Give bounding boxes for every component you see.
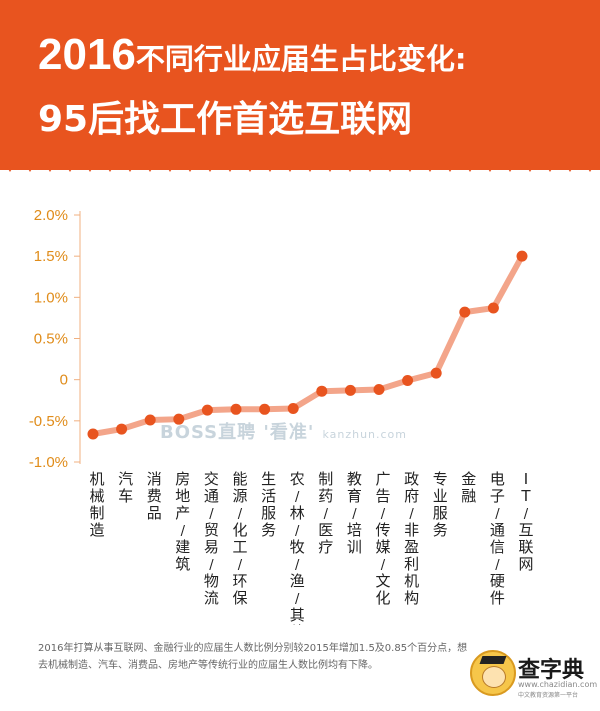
data-point bbox=[116, 423, 128, 435]
x-category-label: 农/林/牧/渔/其他 bbox=[290, 470, 305, 625]
watermark-sub: kanzhun.com bbox=[322, 428, 408, 441]
data-point bbox=[144, 414, 156, 426]
x-category-label: 生活服务 bbox=[261, 470, 276, 539]
y-tick-label: -0.5% bbox=[29, 413, 68, 430]
site-logo[interactable]: 查字典 www.chazidian.com 中文教育资源第一平台 bbox=[470, 648, 597, 702]
title-text: 不同行业应届生占比变化: bbox=[135, 42, 467, 76]
logo-tagline: 中文教育资源第一平台 bbox=[518, 692, 579, 699]
x-category-label: 政府/非盈利机构 bbox=[404, 470, 419, 607]
logo-url: www.chazidian.com bbox=[518, 680, 598, 689]
data-point bbox=[201, 404, 213, 416]
y-tick-label: 1.5% bbox=[34, 248, 68, 265]
logo-text: 查字典 bbox=[518, 658, 585, 683]
x-category-label: 机械制造 bbox=[89, 470, 104, 539]
x-category-label: 广告/传媒/文化 bbox=[375, 470, 390, 607]
data-point bbox=[173, 413, 185, 425]
x-category-label: 金融 bbox=[461, 470, 476, 505]
data-point bbox=[287, 402, 299, 414]
footnote: 2016年打算从事互联网、金融行业的应届生人数比例分别较2015年增加1.5及0… bbox=[38, 643, 468, 671]
y-tick-label: 2.0% bbox=[34, 207, 68, 224]
y-tick-label: 0.5% bbox=[34, 331, 68, 348]
banner-zigzag-edge bbox=[0, 150, 600, 172]
x-category-label: 教育/培训 bbox=[347, 470, 362, 556]
data-point bbox=[87, 428, 99, 440]
data-point bbox=[344, 384, 356, 396]
x-category-label: 消费品 bbox=[147, 470, 162, 522]
data-point bbox=[487, 302, 499, 314]
y-tick-label: 0 bbox=[60, 372, 68, 389]
data-point bbox=[459, 306, 471, 318]
data-point bbox=[230, 403, 242, 415]
title-banner bbox=[0, 0, 600, 170]
x-category-label: 能源/化工/环保 bbox=[232, 470, 247, 607]
y-tick-label: 1.0% bbox=[34, 289, 68, 306]
data-point bbox=[259, 403, 271, 415]
x-category-label: I T/互联网 bbox=[518, 470, 533, 573]
x-category-label: 电子/通信/硬件 bbox=[490, 470, 505, 607]
chart-title: 2016不同行业应届生占比变化: bbox=[38, 30, 467, 80]
title-year: 2016 bbox=[38, 30, 136, 79]
x-category-label: 专业服务 bbox=[433, 470, 448, 539]
watermark-text: BOSS直聘 '看准' bbox=[160, 422, 315, 443]
data-point bbox=[402, 374, 414, 386]
x-category-label: 汽车 bbox=[118, 470, 133, 505]
data-point bbox=[516, 250, 528, 262]
y-tick-label: -1.0% bbox=[29, 454, 68, 471]
x-category-label: 制药/医疗 bbox=[318, 470, 333, 556]
series-line bbox=[90, 253, 525, 438]
x-category-label: 房地产/建筑 bbox=[175, 470, 190, 573]
chart-subtitle: 95后找工作首选互联网 bbox=[38, 99, 413, 140]
x-category-label: 交通/贸易/物流 bbox=[204, 470, 219, 607]
watermark: BOSS直聘 '看准' kanzhun.com bbox=[160, 418, 407, 444]
data-point bbox=[373, 384, 385, 396]
data-point bbox=[316, 385, 328, 397]
mascot-icon bbox=[470, 650, 516, 696]
data-point bbox=[430, 367, 442, 379]
line-chart: 2.0% 1.5% 1.0% 0.5% 0 -0.5% -1.0% 机械制造汽车消费品房地产/… bbox=[29, 207, 534, 625]
